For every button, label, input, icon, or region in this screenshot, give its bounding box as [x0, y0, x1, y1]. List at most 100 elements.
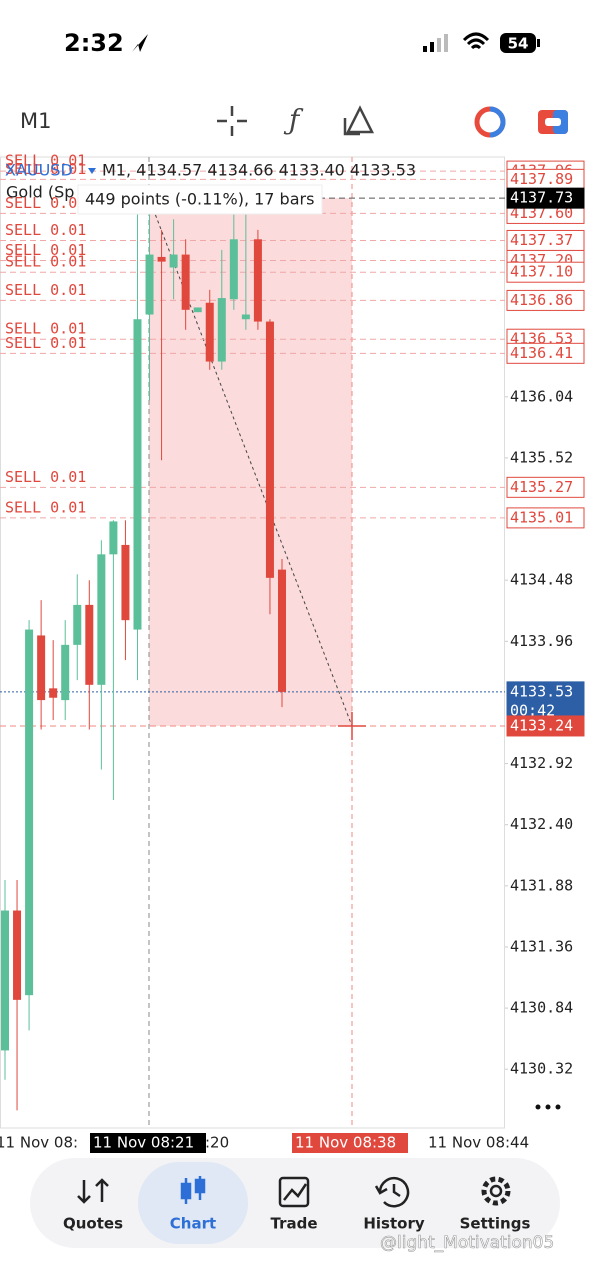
x-marker-label: 11 Nov 08:38	[295, 1134, 396, 1152]
order-label: SELL 0.01	[5, 152, 86, 170]
measure-label: 449 points (-0.11%), 17 bars	[85, 190, 314, 209]
order-price: 4135.27	[510, 478, 573, 496]
trade-icon[interactable]	[538, 110, 568, 134]
candle-body	[73, 604, 82, 645]
candle-body	[1, 910, 9, 1051]
order-label: SELL 0.01	[5, 194, 86, 212]
crosshair-button[interactable]	[217, 106, 247, 136]
candle-body	[181, 254, 190, 310]
symbol: XAUUSD	[5, 161, 73, 180]
x-tick-label: 11 Nov 08:44	[428, 1134, 529, 1152]
watermark: @light_Motivation05	[380, 1233, 554, 1253]
candle-body	[13, 910, 22, 1000]
order-label: SELL 0.01	[5, 160, 86, 178]
measure-diagonal	[148, 197, 353, 727]
order-label: SELL 0.01	[5, 253, 86, 271]
order-price: 4137.37	[510, 231, 573, 249]
y-tick-label: 4135.52	[510, 448, 573, 466]
y-tick-label: 4134.48	[510, 571, 573, 589]
current-price-box	[506, 681, 585, 723]
y-tick-label: 4130.84	[510, 999, 573, 1017]
candle-body	[49, 688, 58, 698]
candle-body	[265, 321, 274, 578]
candle-body	[205, 302, 214, 362]
candle-body	[85, 604, 94, 685]
order-price: 4137.10	[510, 263, 573, 281]
plot-area	[0, 157, 505, 1128]
candle-body	[37, 635, 46, 701]
nav-active	[138, 1162, 248, 1244]
wifi-icon	[462, 32, 490, 50]
order-label: SELL 0.01	[5, 320, 86, 338]
candle-body	[241, 314, 250, 320]
candle-body	[253, 239, 262, 322]
measure-start-price-box	[506, 187, 585, 209]
y-tick-label: 4132.92	[510, 754, 573, 772]
battery-level: 54	[508, 35, 529, 53]
candle-body	[229, 239, 238, 300]
order-price: 4136.86	[510, 291, 573, 309]
chart-icon[interactable]	[180, 1176, 206, 1204]
order-label: SELL 0.01	[5, 221, 86, 239]
candle-body	[278, 569, 286, 692]
ohlc-header: M1, 4134.57 4134.66 4133.40 4133.53	[102, 161, 416, 180]
order-label: SELL 0.01	[5, 281, 86, 299]
symbol-dropdown[interactable]	[88, 168, 96, 174]
indicators-button[interactable]: ƒ	[283, 104, 304, 137]
x-marker-box	[90, 1133, 206, 1153]
order-price-box	[506, 507, 585, 529]
location-icon	[132, 34, 148, 52]
chart-frame	[0, 156, 505, 1129]
order-price: 4137.89	[510, 170, 573, 188]
x-tick-label: 11 Nov 08:	[0, 1134, 78, 1152]
objects-button[interactable]	[343, 105, 375, 136]
candle-body	[169, 254, 178, 268]
candle-body	[217, 298, 226, 362]
app-icon[interactable]	[474, 106, 506, 138]
current-price-timer: 00:42	[510, 701, 555, 719]
order-label: SELL 0.01	[5, 498, 86, 516]
timeframe-button[interactable]: M1	[20, 109, 51, 133]
order-price: 4135.01	[510, 508, 573, 526]
order-price-box	[506, 261, 585, 283]
settings-icon[interactable]	[481, 1176, 511, 1206]
nav-item[interactable]: History	[363, 1215, 424, 1233]
candle-body	[97, 554, 106, 685]
nav-item[interactable]: Settings	[460, 1215, 531, 1233]
more-menu[interactable]	[535, 1104, 561, 1110]
trade-nav-icon[interactable]	[278, 1176, 310, 1208]
clock: 2:32	[64, 29, 124, 57]
candle-body	[109, 521, 118, 555]
candle-body	[133, 319, 142, 630]
candle-body	[193, 307, 202, 313]
nav-item[interactable]: Trade	[270, 1215, 317, 1233]
order-price-box	[506, 289, 585, 311]
current-price: 4133.53	[510, 682, 573, 700]
history-icon[interactable]	[374, 1176, 410, 1208]
battery-tip	[537, 39, 540, 47]
y-tick-label: 4133.96	[510, 632, 573, 650]
order-price-box	[506, 476, 585, 498]
nav-item[interactable]: Chart	[170, 1215, 216, 1233]
nav-item[interactable]: Quotes	[63, 1215, 123, 1233]
candle-body	[121, 544, 130, 621]
y-tick-label: 4132.40	[510, 815, 573, 833]
order-price-box	[506, 342, 585, 364]
signal-icon	[423, 34, 448, 52]
candle-body	[157, 256, 166, 262]
x-marker-label: 11 Nov 08:21	[93, 1134, 194, 1152]
order-label: SELL 0.01	[5, 334, 86, 352]
candle-body	[25, 629, 34, 996]
candle-body	[61, 644, 70, 701]
order-label: SELL 0.01	[5, 468, 86, 486]
y-tick-label: 4131.88	[510, 876, 573, 894]
y-tick-label: 4130.32	[510, 1060, 573, 1078]
measure-end-price: 4133.24	[510, 716, 573, 734]
battery	[500, 33, 536, 53]
x-marker-box	[292, 1133, 408, 1153]
quotes-icon[interactable]	[77, 1178, 109, 1204]
y-tick-label: 4131.36	[510, 937, 573, 955]
candle-body	[145, 254, 154, 315]
